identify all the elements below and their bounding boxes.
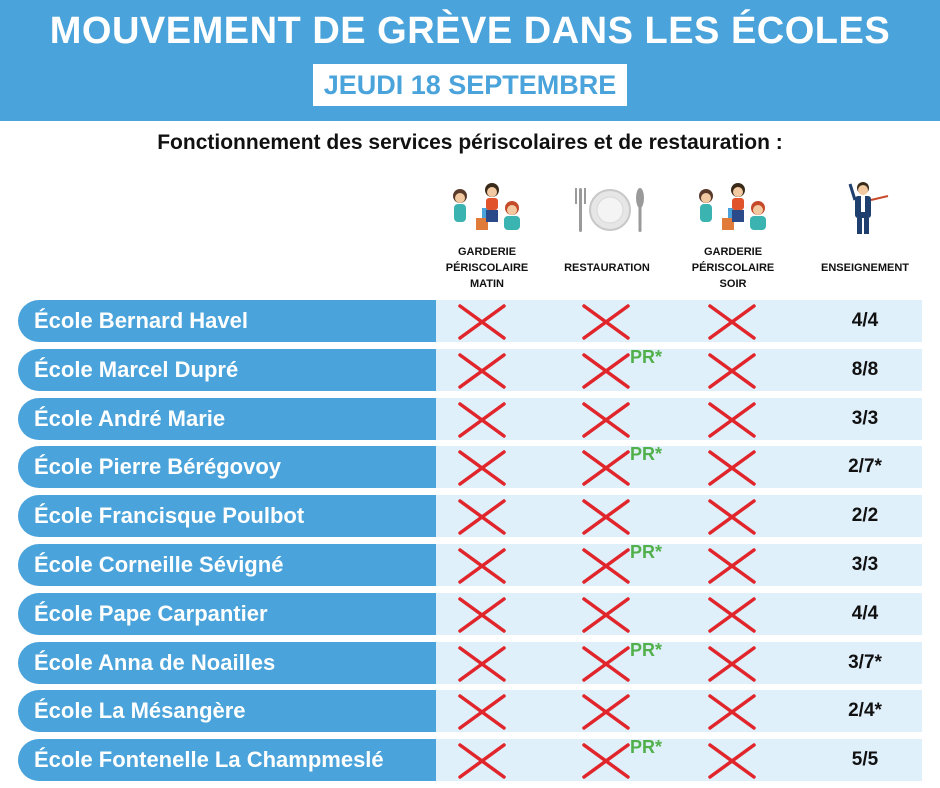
table-row: École Francisque Poulbot 2/2 [18,495,922,538]
school-name: École Pierre Bérégovoy [18,446,436,489]
cross-icon [706,644,758,684]
plate-cutlery-icon [575,188,644,232]
cross-icon [456,595,508,635]
cross-icon [580,595,632,635]
row-background [428,592,922,635]
cross-icon [706,302,758,342]
cross-icon [580,497,632,537]
enseignement-value: 2/7* [848,456,882,478]
school-name: École La Mésangère [18,690,436,733]
row-background [428,739,922,782]
column-garderie-matin: GARDERIE PÉRISCOLAIRE MATIN [445,246,529,290]
row-background [428,690,922,733]
enseignement-value: 4/4 [851,602,879,624]
enseignement-value: 3/3 [851,407,879,429]
enseignement-value: 2/2 [851,505,879,527]
table-row: École Fontenelle La Champmeslé PR* 5/5 [18,737,922,782]
cross-icon [706,448,758,488]
column-enseignement: ENSEIGNEMENT [820,262,909,274]
cross-icon [706,741,758,781]
school-name: École André Marie [18,397,436,440]
enseignement-value: 3/3 [851,554,879,575]
row-background [428,446,922,489]
cross-icon [706,351,758,391]
cross-icon [456,644,508,684]
enseignement-value: 5/5 [851,749,879,771]
row-background [428,348,922,391]
column-garderie-soir: GARDERIE PÉRISCOLAIRE SOIR [691,246,775,290]
column-restauration: RESTAURATION [564,262,650,274]
table-row: École Marcel Dupré PR* 8/8 [18,346,922,391]
cross-icon [456,302,508,342]
table-row: École Pape Carpantier 4/4 [18,592,922,635]
school-name: École Fontenelle La Champmeslé [18,739,436,782]
cross-icon [456,741,508,781]
children-playing-icon [699,183,766,230]
cross-icon [706,546,758,586]
school-name: École Marcel Dupré [18,348,436,391]
table-subtitle: Fonctionnement des services périscolaire… [157,131,783,154]
enseignement-value: 2/4* [848,700,882,722]
cross-icon [580,546,632,586]
table-row: École Pierre Bérégovoy PR* 2/7* [18,444,922,489]
cross-icon [706,400,758,440]
cross-icon [706,595,758,635]
cross-icon [456,351,508,391]
school-name: École Pape Carpantier [18,592,436,635]
pr-note: PR* [630,542,663,562]
children-playing-icon [453,183,520,230]
table-row: École Anna de Noailles PR* 3/7* [18,639,922,684]
row-background [428,495,922,538]
table-row: École La Mésangère 2/4* [18,690,922,733]
table-row: École Corneille Sévigné PR* 3/3 [18,542,922,586]
cross-icon [580,448,632,488]
cross-icon [580,741,632,781]
row-background [428,641,922,684]
cross-icon [456,448,508,488]
pr-note: PR* [630,639,663,660]
pr-note: PR* [630,444,663,465]
pr-note: PR* [630,737,663,758]
page-title: MOUVEMENT DE GRÈVE DANS LES ÉCOLES [49,10,891,52]
cross-icon [456,546,508,586]
cross-icon [706,692,758,732]
school-name: École Bernard Havel [18,300,436,342]
row-background [428,544,922,586]
school-name: École Corneille Sévigné [18,544,436,586]
cross-icon [706,497,758,537]
date-badge: JEUDI 18 SEPTEMBRE [313,64,627,106]
row-background [428,300,922,342]
school-name: École Francisque Poulbot [18,495,436,538]
table-row: École André Marie 3/3 [18,397,922,440]
teacher-icon [848,182,889,234]
cross-icon [580,644,632,684]
cross-icon [456,692,508,732]
cross-icon [580,302,632,342]
cross-icon [580,351,632,391]
enseignement-value: 3/7* [848,651,882,673]
enseignement-value: 4/4 [851,310,879,331]
cross-icon [456,497,508,537]
school-name: École Anna de Noailles [18,641,436,684]
cross-icon [580,692,632,732]
enseignement-value: 8/8 [851,358,879,380]
pr-note: PR* [630,346,663,367]
row-background [428,397,922,440]
cross-icon [456,400,508,440]
cross-icon [580,400,632,440]
table-row: École Bernard Havel 4/4 [18,300,922,342]
